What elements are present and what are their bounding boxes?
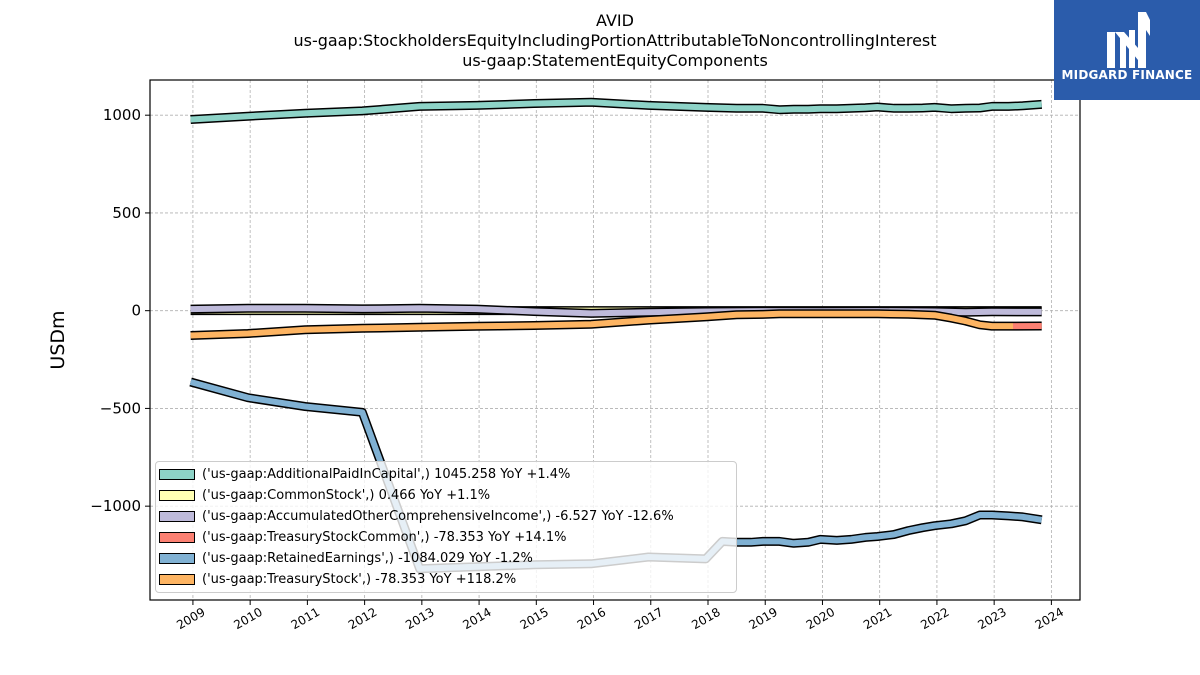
brand-logo: MIDGARD FINANCE	[1054, 0, 1200, 100]
legend-label: ('us-gaap:TreasuryStock',) -78.353 YoY +…	[202, 571, 517, 587]
legend-label: ('us-gaap:RetainedEarnings',) -1084.029 …	[202, 550, 533, 566]
x-tick-label: 2009	[174, 605, 207, 632]
series-line-us-gaap-treasurystock-yoy	[190, 310, 1013, 339]
chart-title-ticker: AVID	[596, 11, 634, 30]
x-tick-label: 2018	[689, 605, 722, 632]
series-line-us-gaap-additionalpaidincapital-yoy	[190, 99, 1042, 123]
chart-title-components: us-gaap:StatementEquityComponents	[462, 51, 768, 70]
chart-title-concept: us-gaap:StockholdersEquityIncludingPorti…	[293, 31, 937, 50]
legend-item: ('us-gaap:AdditionalPaidInCapital',) 104…	[159, 465, 570, 483]
legend-label: ('us-gaap:AccumulatedOtherComprehensiveI…	[202, 508, 674, 524]
x-tick-label: 2024	[1033, 605, 1066, 632]
axes: 1000 500 0 −500 −1000 2009 2010 2011 2012 2013 201…	[47, 79, 1081, 632]
legend-swatch	[159, 468, 195, 480]
legend-label: ('us-gaap:TreasuryStockCommon',) -78.353…	[202, 529, 567, 545]
x-tick-label: 2013	[403, 605, 436, 632]
y-tick-label: 0	[131, 302, 141, 320]
y-tick-label: −1000	[90, 497, 141, 515]
legend-item: ('us-gaap:TreasuryStock',) -78.353 YoY +…	[159, 570, 516, 588]
x-tick-label: 2010	[231, 605, 264, 632]
legend-swatch	[159, 489, 195, 501]
x-tick-label: 2023	[975, 605, 1008, 632]
y-tick-label: 1000	[103, 106, 141, 124]
legend-swatch	[159, 510, 195, 522]
x-tick-label: 2022	[918, 605, 951, 632]
x-tick-label: 2021	[861, 605, 894, 632]
legend-item: ('us-gaap:RetainedEarnings',) -1084.029 …	[159, 549, 533, 567]
y-tick-label: 500	[112, 204, 141, 222]
x-tick-label: 2011	[289, 605, 322, 632]
legend-item: ('us-gaap:TreasuryStockCommon',) -78.353…	[159, 528, 566, 546]
legend-item: ('us-gaap:CommonStock',) 0.466 YoY +1.1%	[159, 486, 490, 504]
x-tick-label: 2015	[518, 605, 551, 632]
legend-label: ('us-gaap:CommonStock',) 0.466 YoY +1.1%	[202, 487, 491, 503]
x-tick-label: 2017	[632, 605, 665, 632]
chart-legend: ('us-gaap:AdditionalPaidInCapital',) 104…	[155, 461, 737, 593]
plot-frame	[149, 79, 1081, 601]
x-tick-label: 2020	[804, 605, 837, 632]
brand-logo-text: MIDGARD FINANCE	[1061, 68, 1193, 82]
legend-label: ('us-gaap:AdditionalPaidInCapital',) 104…	[202, 466, 571, 482]
legend-swatch	[159, 552, 195, 564]
x-tick-label: 2012	[346, 605, 379, 632]
x-tick-label: 2019	[747, 605, 780, 632]
y-axis-label: USDm	[47, 310, 69, 369]
legend-item: ('us-gaap:AccumulatedOtherComprehensiveI…	[159, 507, 674, 525]
brand-logo-icon	[1107, 12, 1150, 68]
x-tick-label: 2016	[575, 605, 608, 632]
series-layer	[189, 97, 1043, 574]
legend-swatch	[159, 531, 195, 543]
y-tick-label: −500	[100, 399, 141, 417]
series-line-us-gaap-accumulatedothercomprehensiveincome-yoy	[190, 305, 1042, 317]
legend-swatch	[159, 573, 195, 585]
x-tick-label: 2014	[460, 605, 493, 632]
